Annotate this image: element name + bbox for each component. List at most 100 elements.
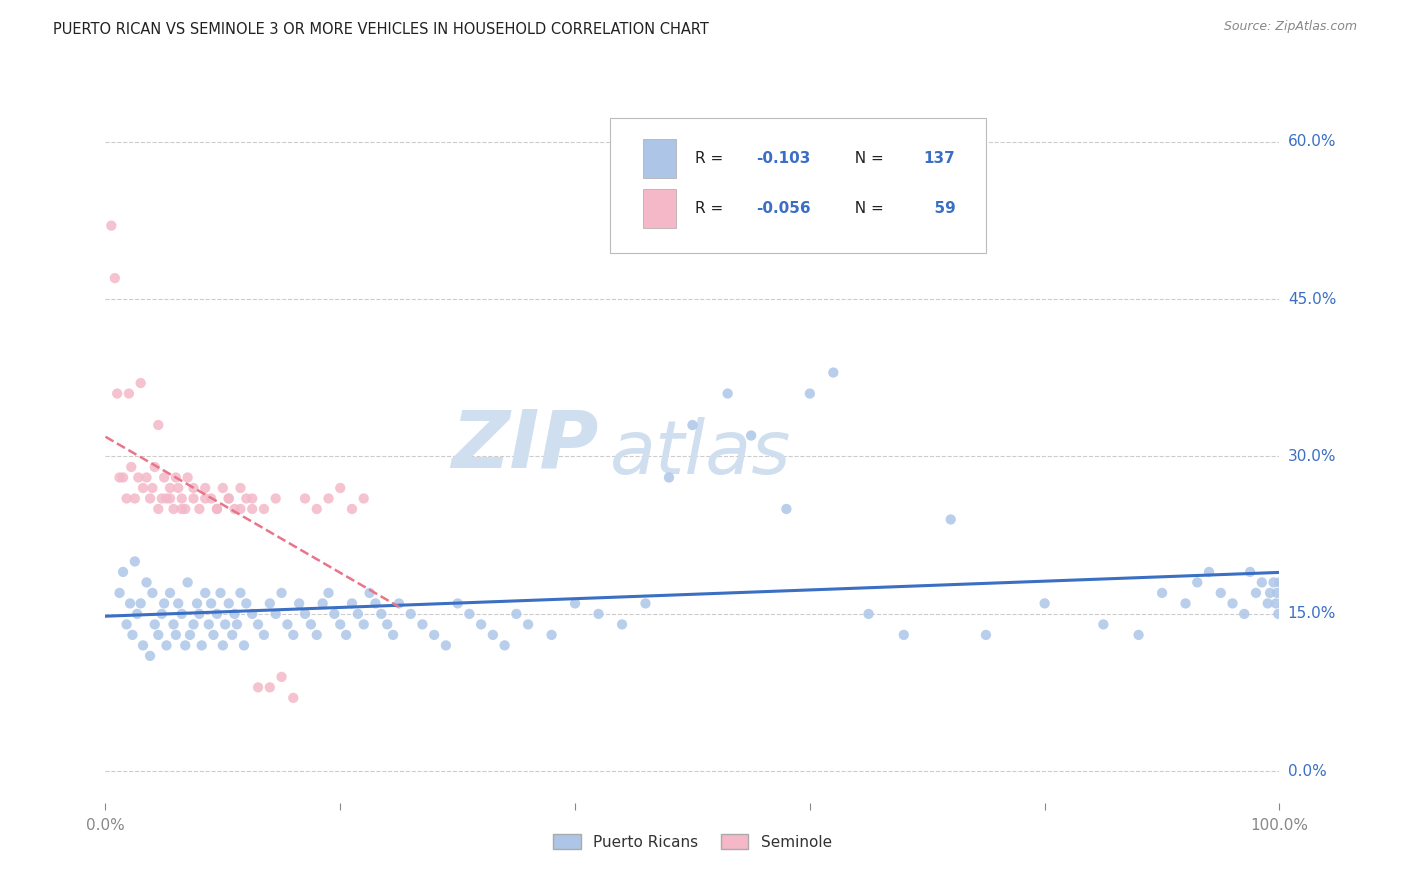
Point bbox=[1187, 575, 1209, 590]
Point bbox=[318, 586, 340, 600]
Point bbox=[233, 639, 256, 653]
Text: -0.056: -0.056 bbox=[756, 201, 810, 216]
Point bbox=[294, 607, 316, 621]
Point bbox=[240, 607, 263, 621]
Point bbox=[190, 639, 212, 653]
Text: 137: 137 bbox=[924, 151, 956, 166]
Point bbox=[823, 366, 845, 380]
Point bbox=[423, 628, 446, 642]
Point bbox=[1267, 607, 1289, 621]
Point bbox=[205, 607, 228, 621]
Point bbox=[353, 491, 375, 506]
Point bbox=[299, 617, 322, 632]
Point bbox=[610, 617, 633, 632]
Point bbox=[174, 639, 197, 653]
Point bbox=[105, 386, 128, 401]
Point bbox=[129, 376, 152, 390]
Point bbox=[211, 481, 233, 495]
Text: 59: 59 bbox=[924, 201, 956, 216]
Point bbox=[174, 502, 197, 516]
Point bbox=[340, 502, 363, 516]
Point bbox=[482, 628, 505, 642]
Point bbox=[153, 596, 176, 610]
Point bbox=[264, 491, 287, 506]
Point bbox=[218, 491, 240, 506]
Point bbox=[143, 617, 166, 632]
Point bbox=[1092, 617, 1115, 632]
Text: atlas: atlas bbox=[610, 417, 792, 489]
Point bbox=[893, 628, 915, 642]
Point bbox=[127, 607, 149, 621]
Point bbox=[740, 428, 762, 442]
Point bbox=[183, 481, 205, 495]
Point bbox=[120, 596, 142, 610]
Point bbox=[100, 219, 122, 233]
Point bbox=[264, 607, 287, 621]
Point bbox=[775, 502, 797, 516]
Point bbox=[159, 586, 181, 600]
Point bbox=[162, 502, 184, 516]
Point bbox=[458, 607, 481, 621]
Point bbox=[205, 502, 228, 516]
Point bbox=[658, 470, 681, 484]
Point bbox=[167, 481, 190, 495]
Point bbox=[375, 617, 398, 632]
Point bbox=[155, 639, 177, 653]
Point bbox=[124, 491, 146, 506]
Text: PUERTO RICAN VS SEMINOLE 3 OR MORE VEHICLES IN HOUSEHOLD CORRELATION CHART: PUERTO RICAN VS SEMINOLE 3 OR MORE VEHIC… bbox=[53, 22, 709, 37]
Point bbox=[323, 607, 346, 621]
Point bbox=[153, 470, 176, 484]
Point bbox=[364, 596, 387, 610]
Point bbox=[634, 596, 657, 610]
Text: 45.0%: 45.0% bbox=[1288, 292, 1336, 307]
Point bbox=[939, 512, 962, 526]
Point bbox=[179, 628, 201, 642]
Point bbox=[112, 565, 135, 579]
Text: R =: R = bbox=[695, 201, 728, 216]
Point bbox=[129, 596, 152, 610]
Point bbox=[170, 491, 193, 506]
Point bbox=[200, 596, 222, 610]
Legend: Puerto Ricans, Seminole: Puerto Ricans, Seminole bbox=[547, 828, 838, 855]
Point bbox=[974, 628, 997, 642]
Point bbox=[283, 628, 305, 642]
Point bbox=[1250, 575, 1272, 590]
FancyBboxPatch shape bbox=[610, 118, 986, 253]
Point bbox=[1258, 586, 1281, 600]
Text: N =: N = bbox=[845, 201, 889, 216]
Point bbox=[505, 607, 527, 621]
Point bbox=[224, 607, 246, 621]
Point bbox=[108, 470, 131, 484]
Point bbox=[240, 491, 263, 506]
Text: Source: ZipAtlas.com: Source: ZipAtlas.com bbox=[1223, 20, 1357, 33]
Point bbox=[240, 502, 263, 516]
Point bbox=[434, 639, 457, 653]
Text: 0.0%: 0.0% bbox=[1288, 764, 1326, 779]
Point bbox=[517, 617, 540, 632]
Point bbox=[188, 502, 211, 516]
Point bbox=[1257, 596, 1279, 610]
Point bbox=[141, 481, 163, 495]
Point bbox=[717, 386, 740, 401]
Text: 15.0%: 15.0% bbox=[1288, 607, 1336, 622]
Point bbox=[132, 639, 155, 653]
Point bbox=[540, 628, 562, 642]
Point bbox=[247, 617, 270, 632]
Point bbox=[253, 502, 276, 516]
Point bbox=[494, 639, 516, 653]
Point bbox=[183, 617, 205, 632]
Point bbox=[108, 586, 131, 600]
FancyBboxPatch shape bbox=[643, 139, 676, 178]
Point bbox=[388, 596, 411, 610]
Point bbox=[139, 491, 162, 506]
Point bbox=[588, 607, 610, 621]
Point bbox=[370, 607, 392, 621]
Point bbox=[347, 607, 370, 621]
Point bbox=[150, 607, 173, 621]
Point bbox=[218, 491, 240, 506]
Point bbox=[127, 470, 149, 484]
Point bbox=[335, 628, 357, 642]
Point bbox=[186, 596, 208, 610]
Point bbox=[1265, 586, 1288, 600]
Point bbox=[399, 607, 422, 621]
